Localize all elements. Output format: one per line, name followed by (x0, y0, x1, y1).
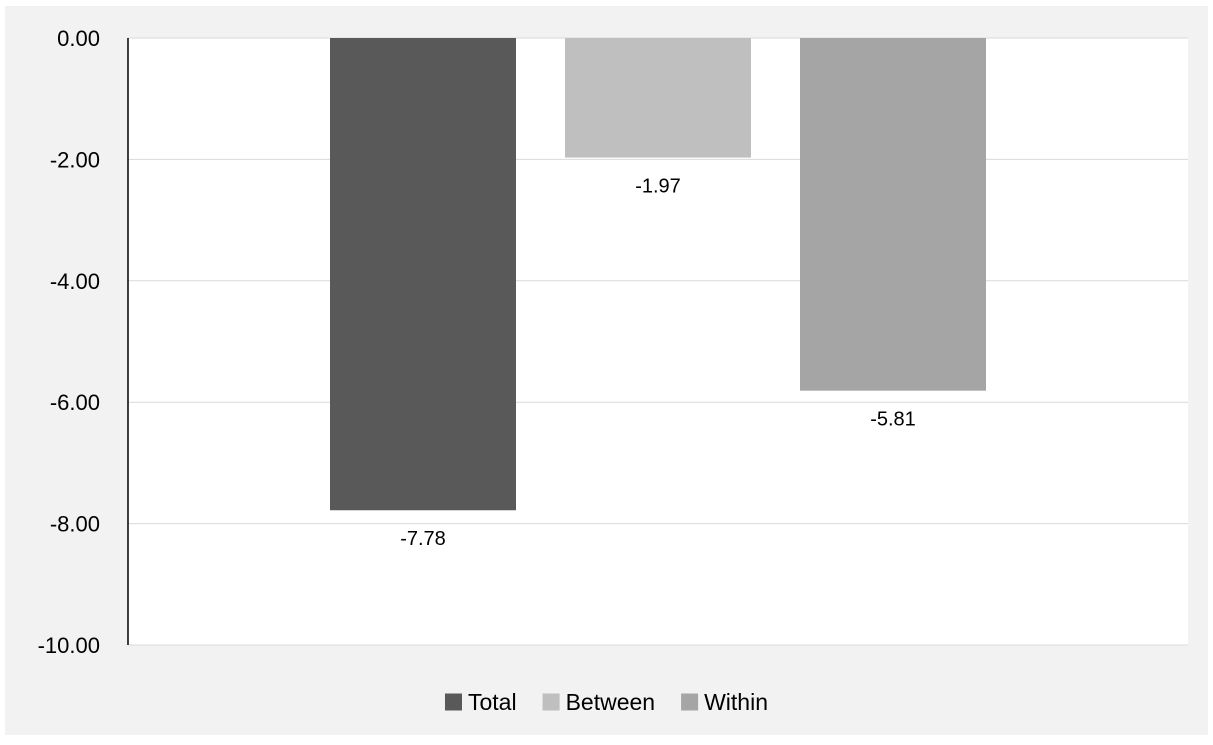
bar-between (565, 38, 751, 158)
data-label-total: -7.78 (400, 528, 446, 550)
y-tick-label: -2.00 (50, 147, 100, 172)
legend-swatch-within (681, 693, 699, 711)
bar-within (800, 38, 986, 391)
y-tick-labels: 0.00 -2.00 -4.00 -6.00 -8.00 -10.00 (38, 26, 100, 658)
data-label-between: -1.97 (635, 176, 681, 198)
data-labels: -7.78 -1.97 -5.81 (400, 176, 916, 551)
y-tick-label: -4.00 (50, 269, 100, 294)
y-tick-label: -8.00 (50, 512, 100, 537)
legend-label-total: Total (468, 689, 517, 715)
legend-swatch-between (542, 693, 560, 711)
bars (330, 38, 986, 511)
y-tick-label: -10.00 (38, 633, 100, 658)
bar-total (330, 38, 516, 511)
legend-swatch-total (444, 693, 462, 711)
y-tick-label: -6.00 (50, 390, 100, 415)
data-label-within: -5.81 (870, 409, 916, 431)
y-tick-label: 0.00 (57, 26, 100, 51)
legend: Total Between Within (444, 689, 768, 715)
legend-label-between: Between (566, 689, 656, 715)
legend-label-within: Within (704, 689, 768, 715)
